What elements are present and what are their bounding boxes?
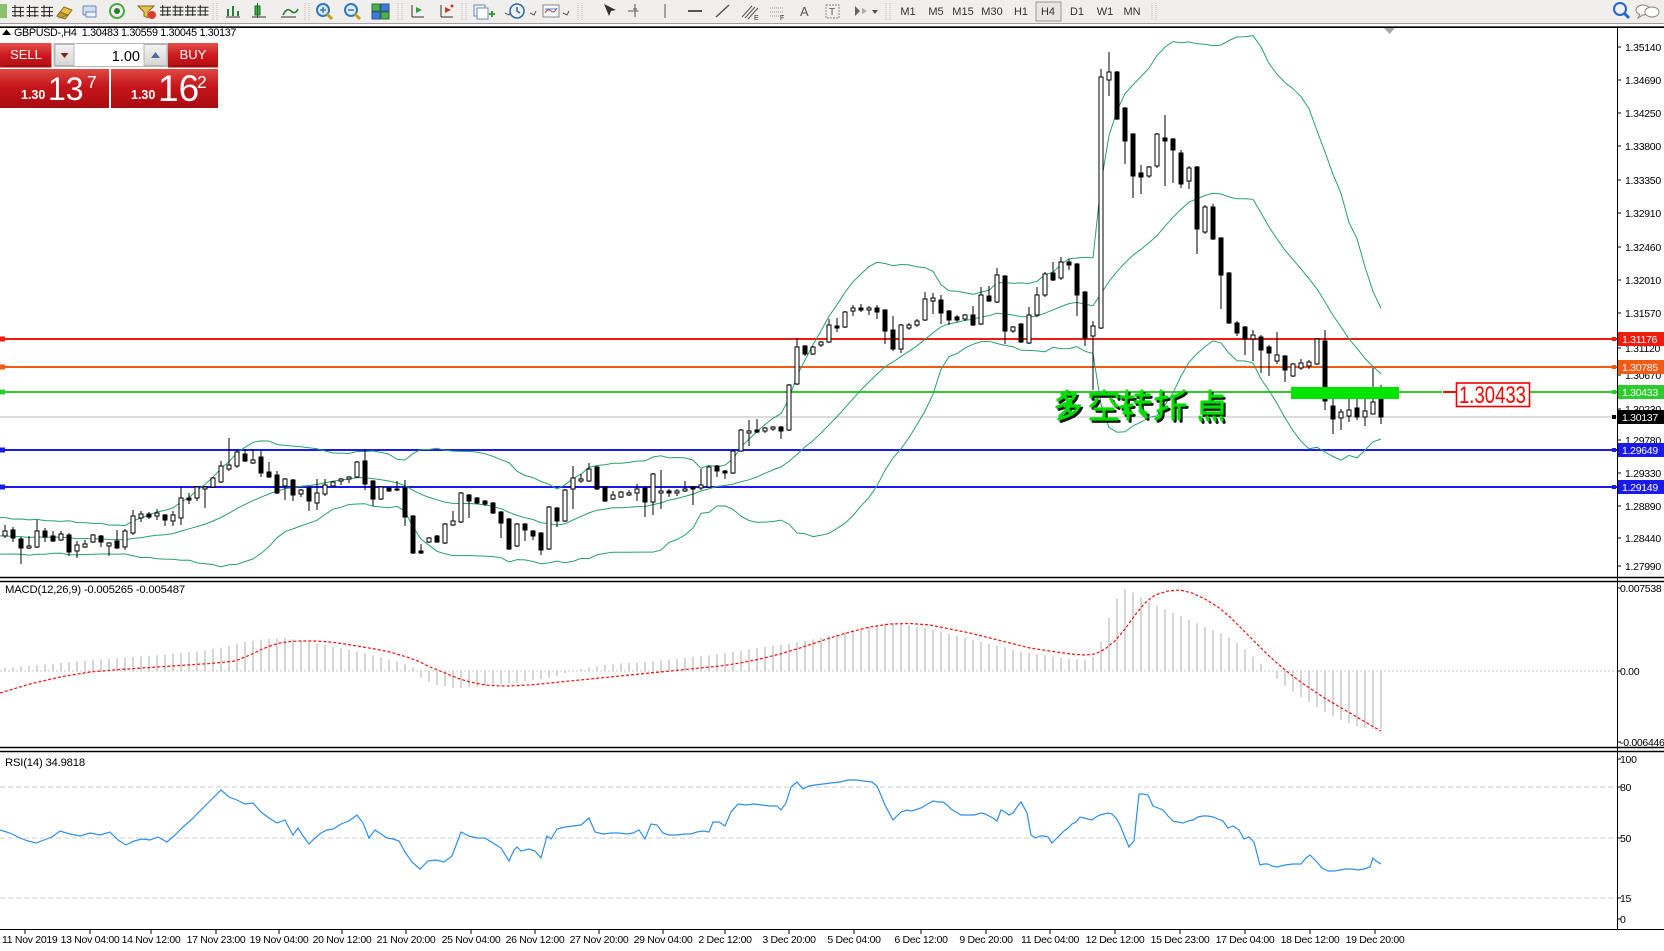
svg-text:E: E bbox=[754, 15, 759, 22]
svg-text:D1: D1 bbox=[1070, 6, 1084, 18]
svg-text:17 Nov 23:00: 17 Nov 23:00 bbox=[187, 934, 246, 946]
svg-text:1.30: 1.30 bbox=[21, 88, 45, 102]
svg-text:26 Nov 12:00: 26 Nov 12:00 bbox=[506, 934, 565, 946]
svg-text:0: 0 bbox=[1620, 914, 1626, 926]
svg-text:9 Dec 20:00: 9 Dec 20:00 bbox=[959, 934, 1013, 946]
svg-text:1.30: 1.30 bbox=[131, 88, 155, 102]
svg-text:50: 50 bbox=[1620, 833, 1632, 845]
svg-text:1.30137: 1.30137 bbox=[1622, 412, 1658, 424]
svg-text:27 Nov 20:00: 27 Nov 20:00 bbox=[570, 934, 629, 946]
svg-text:11 Dec 04:00: 11 Dec 04:00 bbox=[1021, 934, 1080, 946]
svg-text:12 Dec 12:00: 12 Dec 12:00 bbox=[1086, 934, 1145, 946]
svg-text:GBPUSD-,H4 1.30483 1.30559 1.: GBPUSD-,H4 1.30483 1.30559 1.30045 1.301… bbox=[14, 27, 236, 39]
svg-text:1.28440: 1.28440 bbox=[1625, 533, 1661, 545]
svg-text:T: T bbox=[829, 7, 835, 18]
svg-text:1.28890: 1.28890 bbox=[1625, 501, 1661, 513]
svg-text:14 Nov 12:00: 14 Nov 12:00 bbox=[122, 934, 181, 946]
svg-text:1.34690: 1.34690 bbox=[1625, 75, 1661, 87]
svg-text:1.27990: 1.27990 bbox=[1625, 561, 1661, 573]
svg-text:W1: W1 bbox=[1097, 6, 1114, 18]
svg-text:F: F bbox=[780, 15, 784, 22]
svg-text:1.32460: 1.32460 bbox=[1625, 242, 1661, 254]
svg-text:1.29330: 1.29330 bbox=[1625, 468, 1661, 480]
svg-text:19 Dec 20:00: 19 Dec 20:00 bbox=[1346, 934, 1405, 946]
svg-text:M1: M1 bbox=[900, 6, 915, 18]
svg-text:MACD(12,26,9) -0.005265 -0.005: MACD(12,26,9) -0.005265 -0.005487 bbox=[5, 584, 185, 596]
svg-text:SELL: SELL bbox=[10, 47, 42, 62]
svg-text:80: 80 bbox=[1620, 782, 1632, 794]
svg-text:16: 16 bbox=[158, 68, 199, 109]
svg-text:A: A bbox=[800, 4, 809, 19]
svg-text:RSI(14) 34.9818: RSI(14) 34.9818 bbox=[5, 757, 85, 769]
svg-text:MN: MN bbox=[1123, 6, 1140, 18]
svg-text:1.30785: 1.30785 bbox=[1622, 362, 1658, 374]
svg-text:1.33350: 1.33350 bbox=[1625, 175, 1661, 187]
svg-text:BUY: BUY bbox=[180, 47, 207, 62]
svg-text:M30: M30 bbox=[981, 6, 1002, 18]
svg-text:1.33800: 1.33800 bbox=[1625, 141, 1661, 153]
svg-text:2: 2 bbox=[197, 72, 207, 92]
svg-text:1.30433: 1.30433 bbox=[1622, 387, 1658, 399]
svg-text:100: 100 bbox=[1620, 754, 1637, 766]
svg-text:0.007538: 0.007538 bbox=[1620, 583, 1662, 595]
svg-text:3 Dec 20:00: 3 Dec 20:00 bbox=[762, 934, 816, 946]
svg-text:H4: H4 bbox=[1041, 6, 1055, 18]
svg-text:5 Dec 04:00: 5 Dec 04:00 bbox=[827, 934, 881, 946]
svg-text:7: 7 bbox=[87, 72, 97, 92]
svg-text:13: 13 bbox=[48, 71, 84, 107]
svg-text:29 Nov 04:00: 29 Nov 04:00 bbox=[634, 934, 693, 946]
svg-text:M15: M15 bbox=[952, 6, 973, 18]
svg-text:1.35140: 1.35140 bbox=[1625, 42, 1661, 54]
svg-text:15 Dec 23:00: 15 Dec 23:00 bbox=[1151, 934, 1210, 946]
svg-text:1.29649: 1.29649 bbox=[1622, 445, 1658, 457]
svg-text:1.00: 1.00 bbox=[112, 49, 140, 65]
svg-text:25 Nov 04:00: 25 Nov 04:00 bbox=[442, 934, 501, 946]
svg-text:-0.006446: -0.006446 bbox=[1620, 737, 1664, 749]
svg-text:18 Dec 12:00: 18 Dec 12:00 bbox=[1281, 934, 1340, 946]
svg-text:M5: M5 bbox=[928, 6, 943, 18]
svg-text:17 Dec 04:00: 17 Dec 04:00 bbox=[1216, 934, 1275, 946]
svg-text:0.00: 0.00 bbox=[1620, 666, 1640, 678]
svg-text:13 Nov 04:00: 13 Nov 04:00 bbox=[61, 934, 120, 946]
svg-text:15: 15 bbox=[1620, 893, 1632, 905]
svg-text:19 Nov 04:00: 19 Nov 04:00 bbox=[250, 934, 309, 946]
svg-text:H1: H1 bbox=[1014, 6, 1028, 18]
svg-text:2 Dec 12:00: 2 Dec 12:00 bbox=[698, 934, 752, 946]
svg-text:1.34250: 1.34250 bbox=[1625, 108, 1661, 120]
svg-text:6 Dec 12:00: 6 Dec 12:00 bbox=[894, 934, 948, 946]
svg-text:1.31570: 1.31570 bbox=[1625, 308, 1661, 320]
svg-text:1.32910: 1.32910 bbox=[1625, 208, 1661, 220]
svg-text:1.30433: 1.30433 bbox=[1459, 382, 1526, 409]
svg-text:1.32010: 1.32010 bbox=[1625, 275, 1661, 287]
svg-text:1.31176: 1.31176 bbox=[1622, 334, 1658, 346]
svg-text:1.29149: 1.29149 bbox=[1622, 482, 1658, 494]
svg-text:11 Nov 2019: 11 Nov 2019 bbox=[2, 934, 58, 946]
svg-text:20 Nov 12:00: 20 Nov 12:00 bbox=[313, 934, 372, 946]
svg-text:21 Nov 20:00: 21 Nov 20:00 bbox=[377, 934, 436, 946]
